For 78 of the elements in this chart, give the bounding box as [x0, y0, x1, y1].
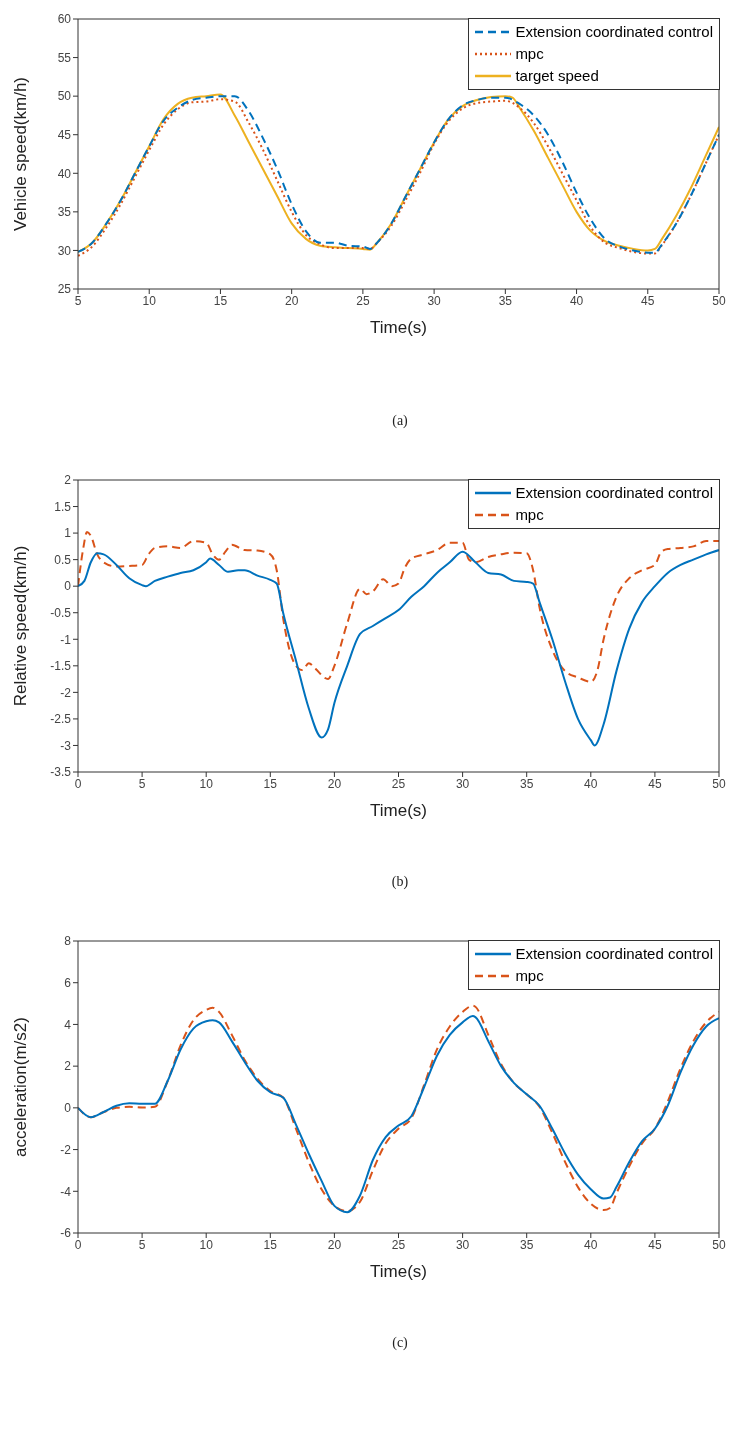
legend-label: mpc [515, 966, 544, 986]
legend-label: mpc [515, 505, 544, 525]
legend-label: Extension coordinated control [515, 944, 713, 964]
legend-label: target speed [515, 66, 599, 86]
x-tick-label: 15 [263, 776, 278, 791]
x-tick-label: 35 [520, 776, 534, 791]
line-series [78, 549, 719, 747]
y-tick-label: 30 [57, 243, 72, 258]
y-tick-label: -2 [60, 1142, 72, 1157]
x-tick-label: 0 [74, 776, 82, 791]
x-tick-label: 30 [427, 293, 442, 308]
x-tick-label: 45 [648, 776, 662, 791]
x-tick-label: 15 [213, 293, 228, 308]
line-series [78, 531, 719, 683]
x-tick-label: 20 [284, 293, 299, 308]
y-tick-label: 0 [64, 1101, 72, 1116]
x-tick-label: 40 [569, 293, 584, 308]
x-tick-label: 50 [712, 776, 726, 791]
x-tick-label: 10 [199, 1237, 214, 1252]
x-tick-label: 10 [199, 776, 214, 791]
y-tick-label: 35 [57, 205, 72, 220]
y-tick-label: 60 [57, 12, 72, 27]
x-tick-label: 5 [138, 1237, 146, 1252]
x-tick-label: 25 [391, 776, 406, 791]
y-tick-label: 4 [64, 1017, 72, 1032]
y-tick-label: 6 [64, 975, 72, 990]
y-tick-label: 25 [57, 282, 72, 297]
y-tick-label: 0 [64, 579, 72, 594]
x-tick-label: 40 [584, 1237, 598, 1252]
y-tick-label: 8 [64, 934, 72, 949]
y-tick-label: 1.5 [54, 499, 72, 514]
y-tick-label: -1.5 [50, 659, 72, 674]
x-tick-label: 25 [391, 1237, 406, 1252]
y-tick-label: -2.5 [50, 712, 72, 727]
x-axis-title: Time(s) [370, 318, 427, 337]
y-tick-label: 40 [57, 166, 72, 181]
x-tick-label: 25 [356, 293, 370, 308]
legend-label: Extension coordinated control [515, 483, 713, 503]
x-tick-label: 5 [138, 776, 146, 791]
y-tick-label: -4 [60, 1184, 72, 1199]
y-tick-label: -3.5 [50, 765, 72, 780]
text: (a) [391, 413, 409, 429]
y-axis-title: Relative speed(km/h) [11, 545, 31, 707]
x-tick-label: 5 [74, 293, 82, 308]
y-tick-label: 2 [64, 1059, 72, 1074]
x-tick-label: 10 [142, 293, 157, 308]
x-tick-label: 50 [712, 293, 726, 308]
legend-label: Extension coordinated control [515, 22, 713, 42]
y-tick-label: -0.5 [50, 605, 72, 620]
y-axis-title: acceleration(m/s2) [11, 1017, 31, 1157]
x-tick-label: 30 [455, 776, 470, 791]
x-tick-label: 45 [641, 293, 655, 308]
x-tick-label: 20 [327, 1237, 342, 1252]
y-tick-label: 0.5 [54, 552, 72, 567]
x-tick-label: 35 [520, 1237, 534, 1252]
x-tick-label: 15 [263, 1237, 278, 1252]
y-tick-label: -3 [60, 738, 72, 753]
x-tick-label: 0 [74, 1237, 82, 1252]
y-tick-label: -6 [60, 1226, 72, 1241]
y-tick-label: 55 [57, 50, 72, 65]
x-tick-label: 30 [455, 1237, 470, 1252]
x-axis-title: Time(s) [370, 801, 427, 820]
legend-label: mpc [515, 44, 544, 64]
y-tick-label: 1 [64, 526, 72, 541]
x-tick-label: 40 [584, 776, 598, 791]
y-tick-label: 45 [57, 127, 72, 142]
x-tick-label: 35 [498, 293, 513, 308]
x-tick-label: 45 [648, 1237, 662, 1252]
text: (b) [390, 874, 410, 890]
y-tick-label: -1 [60, 632, 72, 647]
x-tick-label: 50 [712, 1237, 726, 1252]
y-tick-label: 50 [57, 89, 72, 104]
text: (c) [391, 1335, 409, 1351]
y-tick-label: 2 [64, 473, 72, 488]
y-tick-label: -2 [60, 685, 72, 700]
x-tick-label: 20 [327, 776, 342, 791]
y-axis-title: Vehicle speed(km/h) [11, 76, 31, 232]
x-axis-title: Time(s) [370, 1262, 427, 1281]
